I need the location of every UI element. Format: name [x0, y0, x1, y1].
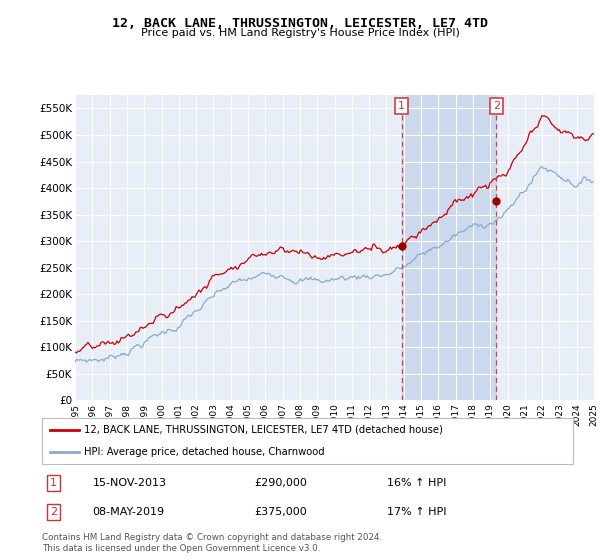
Text: 1: 1 — [50, 478, 57, 488]
Text: 12, BACK LANE, THRUSSINGTON, LEICESTER, LE7 4TD (detached house): 12, BACK LANE, THRUSSINGTON, LEICESTER, … — [85, 424, 443, 435]
Text: £290,000: £290,000 — [254, 478, 307, 488]
Text: 16% ↑ HPI: 16% ↑ HPI — [387, 478, 446, 488]
Text: 12, BACK LANE, THRUSSINGTON, LEICESTER, LE7 4TD: 12, BACK LANE, THRUSSINGTON, LEICESTER, … — [112, 17, 488, 30]
Text: Price paid vs. HM Land Registry's House Price Index (HPI): Price paid vs. HM Land Registry's House … — [140, 28, 460, 38]
Text: 08-MAY-2019: 08-MAY-2019 — [92, 507, 164, 517]
Text: £375,000: £375,000 — [254, 507, 307, 517]
Text: 2: 2 — [50, 507, 57, 517]
Text: 1: 1 — [398, 101, 405, 111]
Text: 17% ↑ HPI: 17% ↑ HPI — [387, 507, 446, 517]
Text: HPI: Average price, detached house, Charnwood: HPI: Average price, detached house, Char… — [85, 447, 325, 457]
Bar — [401, 95, 496, 400]
Text: 2: 2 — [493, 101, 500, 111]
Text: 15-NOV-2013: 15-NOV-2013 — [92, 478, 166, 488]
Text: Contains HM Land Registry data © Crown copyright and database right 2024.
This d: Contains HM Land Registry data © Crown c… — [42, 533, 382, 553]
